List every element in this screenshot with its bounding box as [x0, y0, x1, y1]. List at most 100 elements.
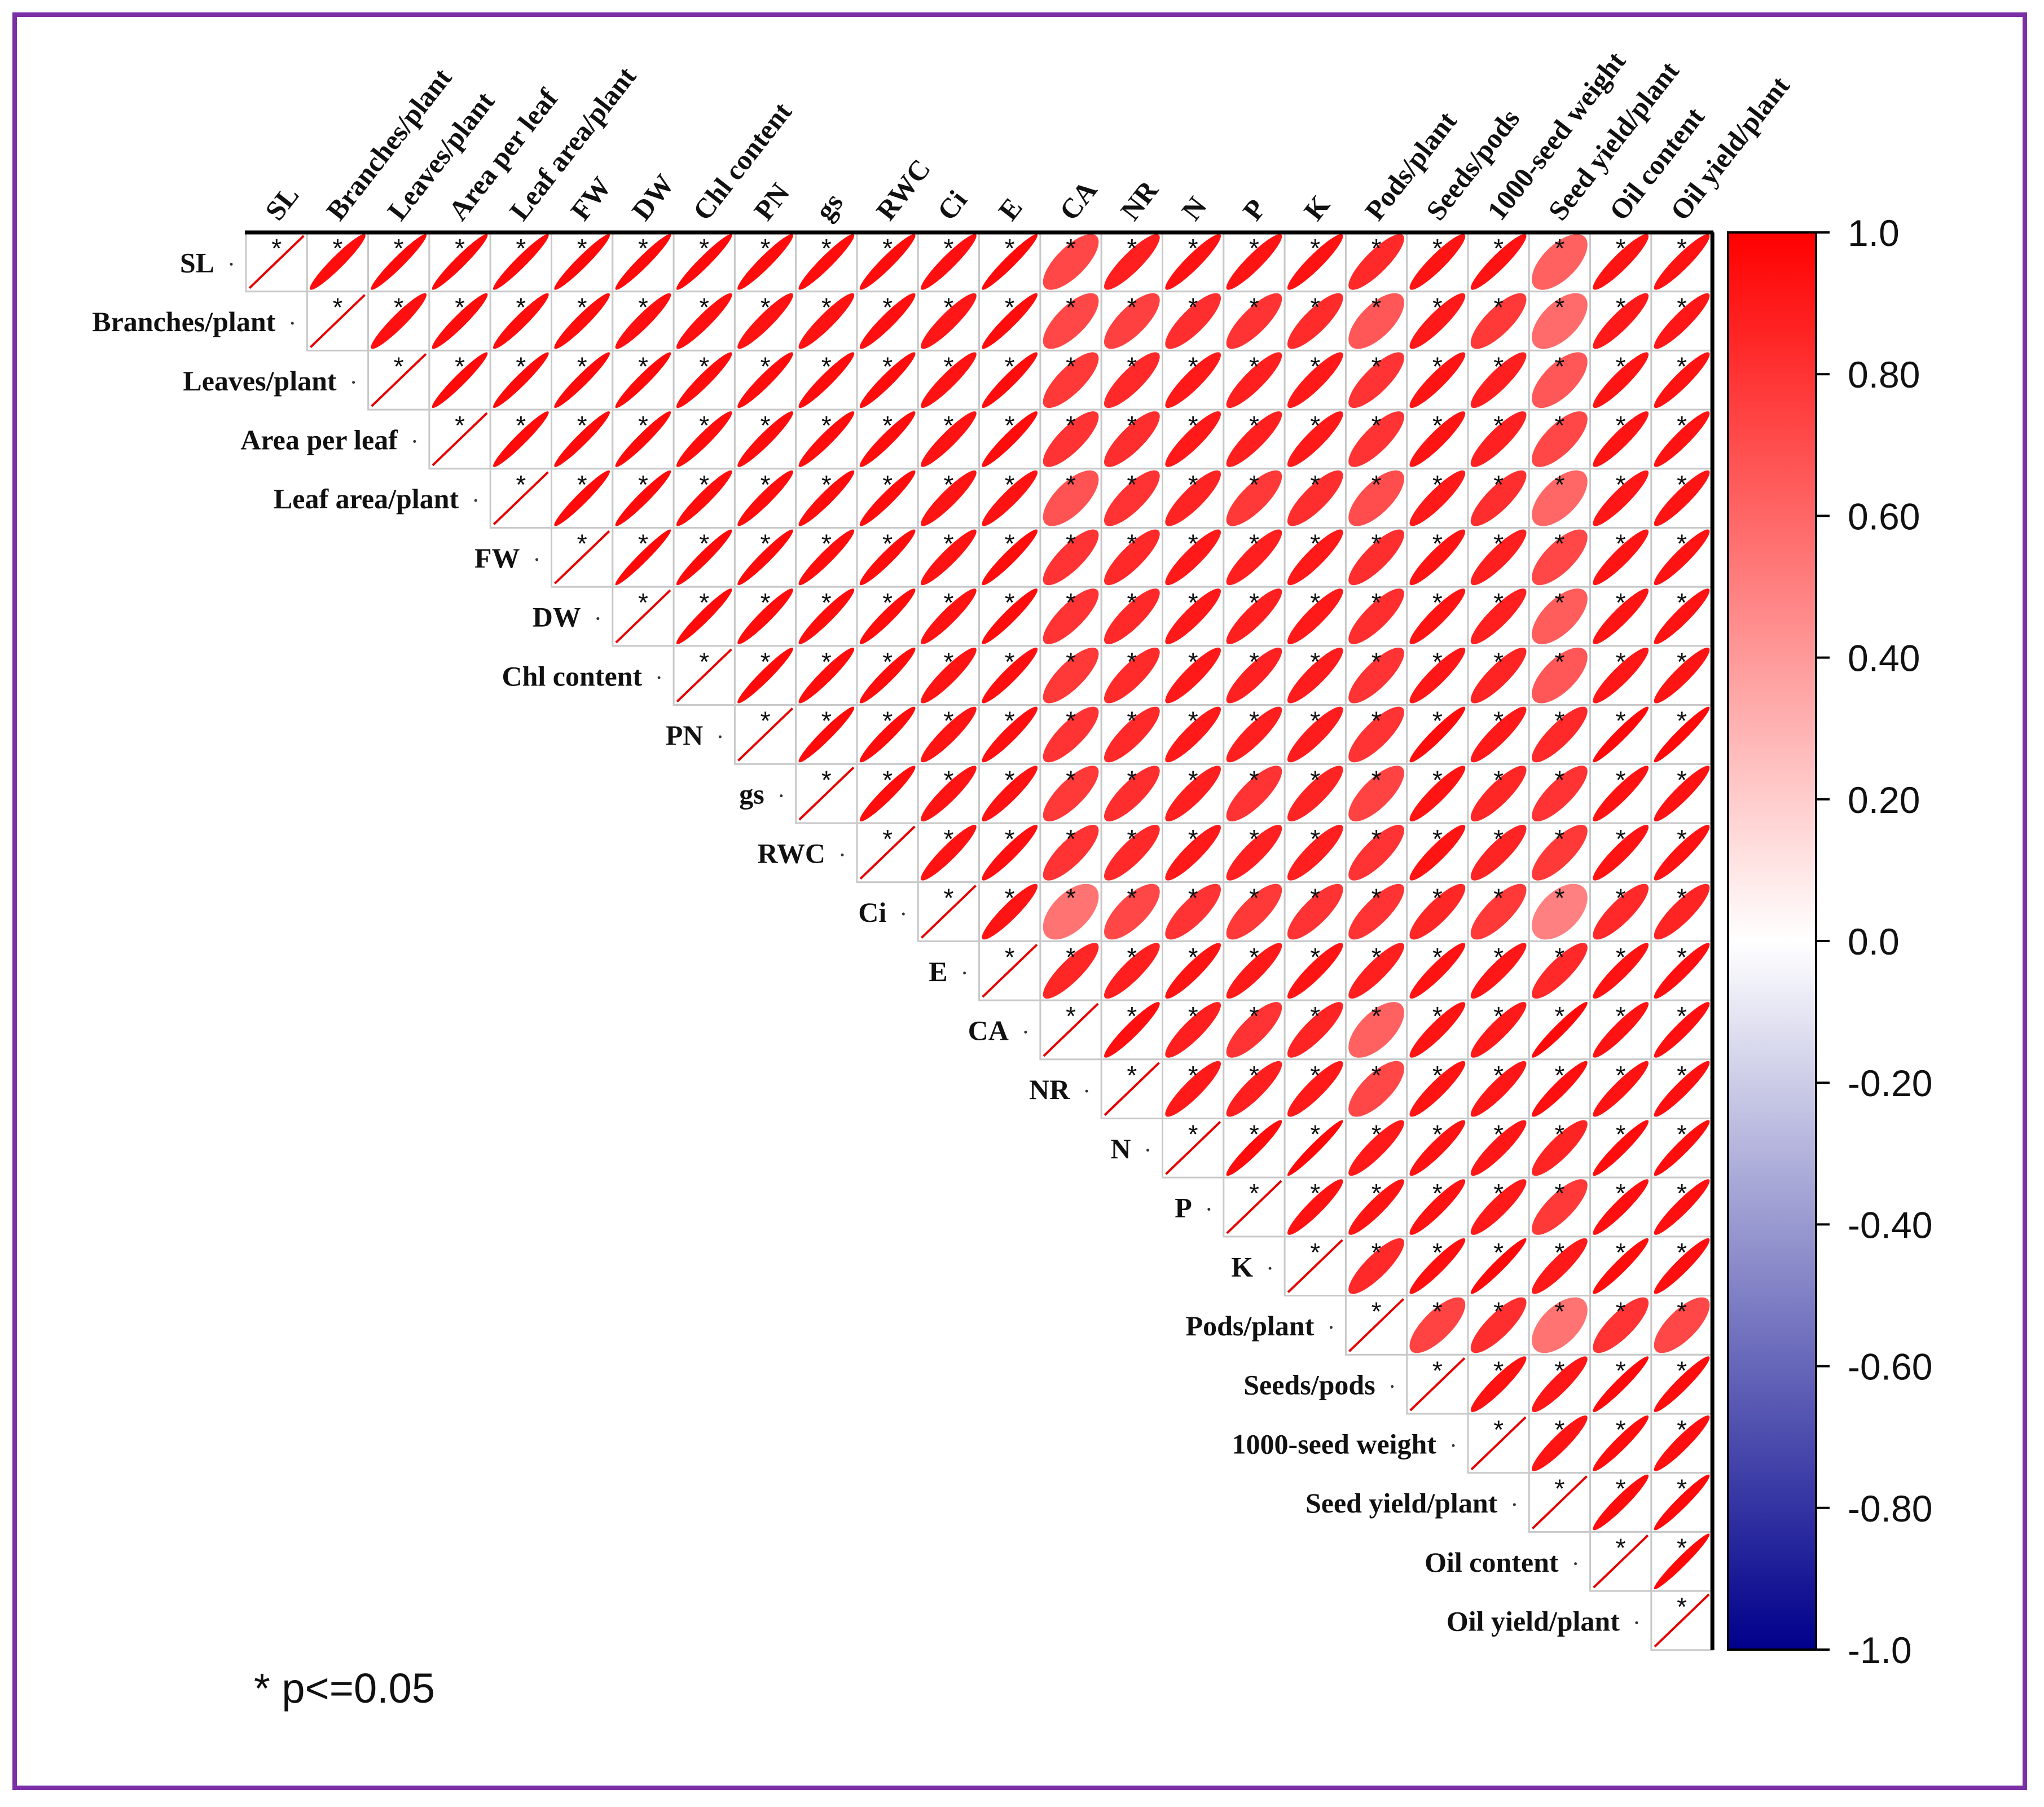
corr-ellipse [982, 706, 1038, 763]
corr-ellipse [859, 293, 916, 349]
row-dot [1085, 1089, 1088, 1093]
corr-ellipse [1226, 470, 1282, 526]
corr-cell-9-22: * [1589, 763, 1652, 824]
significance-star: * [1249, 883, 1259, 913]
corr-cell-13-13: * [1039, 999, 1102, 1061]
corr-cell-19-23: * [1650, 1353, 1713, 1415]
corr-cell-1-13: * [1039, 291, 1102, 351]
corr-cell-3-7: * [672, 408, 736, 470]
corr-ellipse [1593, 943, 1649, 999]
corr-ellipse [1226, 1061, 1282, 1117]
corr-ellipse [1409, 1002, 1466, 1058]
corr-cell-5-22: * [1589, 527, 1652, 588]
significance-star: * [1432, 1061, 1443, 1090]
corr-cell-4-7: * [672, 468, 736, 529]
corr-ellipse [1043, 234, 1099, 290]
significance-star: * [1554, 470, 1564, 499]
corr-ellipse [1348, 529, 1404, 586]
corr-cell-0-0: * [245, 231, 308, 293]
significance-star: * [1432, 234, 1443, 263]
significance-star: * [1372, 765, 1382, 794]
corr-ellipse [1409, 1297, 1466, 1353]
significance-star: * [1310, 824, 1320, 854]
corr-cell-6-22: * [1589, 586, 1652, 647]
significance-star: * [1554, 234, 1564, 263]
corr-cell-14-22: * [1589, 1058, 1652, 1120]
row-label: Seeds/pods [1243, 1369, 1375, 1401]
row-label: Seed yield/plant [1305, 1487, 1498, 1519]
corr-cell-11-19: * [1406, 881, 1469, 942]
corr-ellipse [1593, 883, 1649, 940]
corr-cell-0-9: * [795, 231, 858, 293]
row-label: FW [474, 542, 520, 574]
significance-star: * [1554, 883, 1564, 913]
corr-ellipse [1287, 883, 1343, 940]
significance-star: * [1188, 1001, 1198, 1031]
row-dot [1635, 1621, 1638, 1624]
corr-ellipse [1165, 470, 1221, 526]
corr-cell-10-12: * [978, 822, 1041, 883]
significance-star: * [1005, 942, 1015, 971]
significance-star: * [1188, 765, 1198, 794]
corr-ellipse [1287, 1061, 1343, 1117]
corr-cell-6-9: * [795, 586, 858, 647]
corr-ellipse [921, 470, 977, 526]
corr-cell-7-19: * [1406, 645, 1469, 706]
corr-ellipse [1165, 824, 1221, 881]
corr-cell-1-20: * [1467, 291, 1530, 351]
corr-cell-16-18: * [1344, 1176, 1408, 1238]
significance-star: * [1616, 647, 1626, 676]
corr-ellipse [1104, 411, 1160, 467]
corr-cell-5-23: * [1650, 527, 1713, 588]
significance-star: * [1493, 293, 1504, 322]
corr-ellipse [493, 352, 549, 408]
corr-cell-0-17: * [1283, 231, 1347, 293]
significance-star: * [1372, 1238, 1382, 1267]
corr-ellipse [859, 234, 916, 290]
corr-cell-6-17: * [1283, 586, 1347, 647]
significance-star: * [638, 351, 648, 381]
column-label: PN [748, 177, 795, 226]
corr-cell-5-12: * [978, 527, 1041, 588]
corr-cell-3-18: * [1344, 408, 1408, 470]
corr-ellipse [1348, 943, 1404, 999]
significance-star: * [1372, 647, 1382, 676]
corr-cell-16-23: * [1650, 1176, 1713, 1238]
corr-cell-11-21: * [1528, 881, 1592, 942]
corr-cell-2-11: * [917, 349, 981, 411]
corr-ellipse [493, 293, 549, 349]
significance-star: * [1127, 824, 1137, 854]
corr-cell-15-22: * [1589, 1118, 1652, 1179]
significance-star: * [1493, 883, 1504, 913]
corr-cell-7-12: * [978, 645, 1041, 706]
corr-cell-1-10: * [856, 291, 919, 351]
significance-star: * [1249, 470, 1259, 499]
colorbar-tick-label: -0.20 [1848, 1062, 1932, 1104]
significance-star: * [1616, 883, 1626, 913]
significance-star: * [1432, 411, 1443, 440]
significance-star: * [1372, 293, 1382, 322]
significance-star: * [1005, 765, 1015, 794]
corr-cell-3-16: * [1223, 408, 1286, 470]
significance-star: * [1372, 706, 1382, 736]
corr-ellipse [1470, 234, 1527, 290]
corr-ellipse [921, 588, 977, 644]
diagonal-line [982, 943, 1038, 998]
corr-cell-8-11: * [917, 704, 981, 765]
column-label: K [1298, 190, 1336, 226]
significance-star: * [1372, 351, 1382, 381]
corr-cell-9-14: * [1100, 763, 1163, 824]
significance-star: * [1127, 883, 1137, 913]
significance-star: * [1127, 765, 1137, 794]
diagonal-line [554, 530, 610, 584]
corr-cell-10-23: * [1650, 822, 1713, 883]
significance-star: * [1066, 293, 1076, 322]
corr-cell-18-18: * [1344, 1295, 1408, 1356]
row-dot [780, 794, 783, 798]
significance-star: * [1677, 1474, 1687, 1503]
corr-ellipse [1104, 883, 1160, 940]
corr-cell-2-22: * [1589, 349, 1652, 411]
corr-cell-0-4: * [489, 231, 553, 293]
significance-star: * [699, 411, 709, 440]
corr-cell-4-9: * [795, 468, 858, 529]
